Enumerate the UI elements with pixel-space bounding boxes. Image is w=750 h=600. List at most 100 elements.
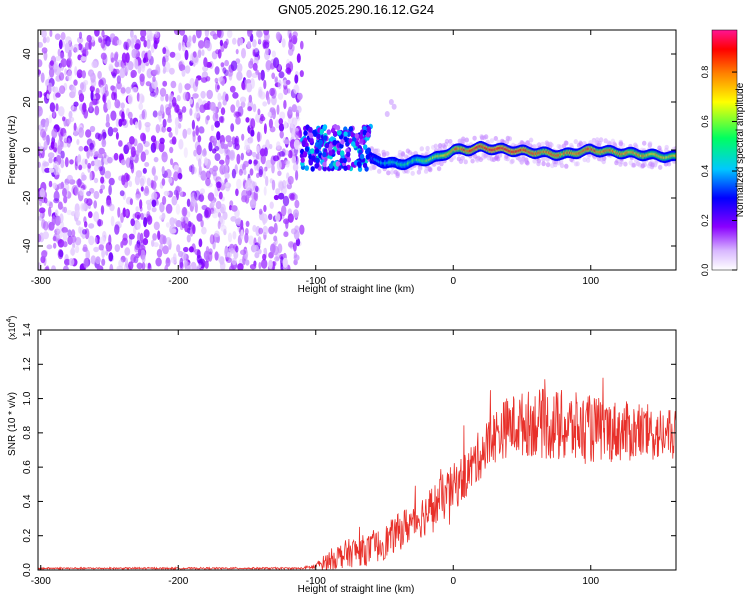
noise-cell: [173, 171, 179, 182]
noise-cell: [91, 60, 98, 69]
noise-cell: [115, 132, 119, 140]
halo-cell: [532, 158, 537, 164]
noise-cell: [68, 110, 73, 119]
colorbar-tick-label: 0.8: [700, 66, 710, 79]
noise-cell: [152, 110, 158, 118]
noise-cell: [68, 49, 72, 59]
noise-cell: [57, 144, 62, 155]
noise-cell: [212, 112, 219, 122]
noise-cell: [220, 62, 225, 68]
noise-cell: [287, 241, 295, 248]
noise-cell: [174, 124, 179, 136]
noise-cell: [204, 260, 209, 269]
noise-cell: [58, 106, 65, 117]
burst-cell: [332, 139, 337, 146]
noise-cell: [232, 37, 237, 45]
noise-cell: [107, 126, 114, 137]
halo-cell: [569, 142, 574, 148]
noise-cell: [259, 91, 266, 100]
noise-cell: [143, 40, 148, 48]
noise-cell: [203, 157, 209, 166]
halo-cell: [404, 154, 409, 160]
noise-cell: [139, 232, 144, 244]
noise-cell: [57, 239, 65, 248]
noise-cell: [162, 245, 169, 255]
noise-cell: [105, 121, 111, 128]
noise-cell: [121, 111, 125, 122]
noise-cell: [257, 236, 262, 247]
y-tick-label: 20: [22, 96, 33, 108]
noise-cell: [240, 152, 244, 161]
y-tick-label: 1.4: [22, 323, 33, 337]
noise-cell: [57, 48, 61, 57]
noise-cell: [209, 30, 217, 37]
halo-cell: [377, 168, 382, 174]
colorbar-tick-label: 0.2: [700, 214, 710, 227]
noise-cell: [192, 51, 197, 58]
noise-cell: [57, 183, 65, 190]
noise-cell: [155, 140, 160, 150]
noise-cell: [258, 262, 262, 270]
noise-cell: [63, 82, 68, 91]
noise-cell: [47, 152, 55, 159]
noise-cell: [165, 203, 173, 214]
burst-cell: [366, 126, 371, 132]
noise-cell: [81, 203, 89, 211]
halo-cell: [595, 137, 600, 143]
noise-cell: [151, 79, 158, 89]
noise-cell: [261, 213, 268, 224]
noise-cell: [60, 158, 65, 169]
noise-cell: [59, 213, 64, 224]
noise-cell: [55, 92, 61, 98]
noise-cell: [192, 131, 196, 143]
burst-cell: [316, 133, 321, 139]
halo-cell: [400, 152, 406, 158]
burst-cell: [310, 166, 315, 172]
noise-cell: [184, 223, 189, 233]
noise-cell: [225, 154, 230, 166]
noise-cell: [182, 216, 189, 225]
noise-cell: [234, 137, 239, 144]
noise-cell: [81, 49, 89, 57]
noise-cell: [54, 215, 61, 226]
noise-cell: [291, 132, 296, 138]
burst-cell: [322, 165, 327, 172]
noise-cell: [142, 238, 149, 246]
noise-cell: [62, 187, 67, 197]
noise-cell: [129, 136, 135, 145]
noise-cell: [281, 38, 286, 48]
noise-cell: [188, 35, 192, 43]
noise-cell: [183, 147, 188, 159]
noise-cell: [253, 244, 259, 253]
burst-cell: [336, 129, 342, 136]
noise-cell: [277, 79, 282, 90]
noise-cell: [282, 195, 290, 207]
noise-cell: [107, 156, 113, 164]
halo-cell: [504, 139, 510, 145]
noise-cell: [98, 244, 105, 251]
noise-cell: [174, 117, 180, 127]
halo-cell: [573, 139, 578, 145]
burst-cell: [319, 128, 325, 135]
noise-cell: [231, 205, 238, 212]
noise-cell: [112, 127, 119, 133]
noise-cell: [45, 265, 50, 270]
halo-cell: [628, 160, 633, 166]
noise-cell: [231, 257, 237, 266]
noise-cell: [170, 256, 177, 264]
noise-cell: [211, 210, 219, 219]
noise-cell: [84, 158, 88, 165]
noise-cell: [224, 145, 229, 155]
noise-cell: [262, 225, 269, 236]
noise-cell: [100, 39, 106, 49]
y-tick-label: -20: [22, 190, 33, 205]
noise-cell: [184, 83, 191, 91]
noise-cell: [66, 174, 74, 183]
noise-cell: [43, 140, 48, 151]
noise-cell: [162, 118, 167, 128]
noise-cell: [100, 205, 105, 215]
noise-cell: [217, 92, 222, 101]
noise-cell: [134, 43, 141, 50]
halo-cell: [368, 165, 374, 171]
halo-cell: [536, 161, 541, 167]
